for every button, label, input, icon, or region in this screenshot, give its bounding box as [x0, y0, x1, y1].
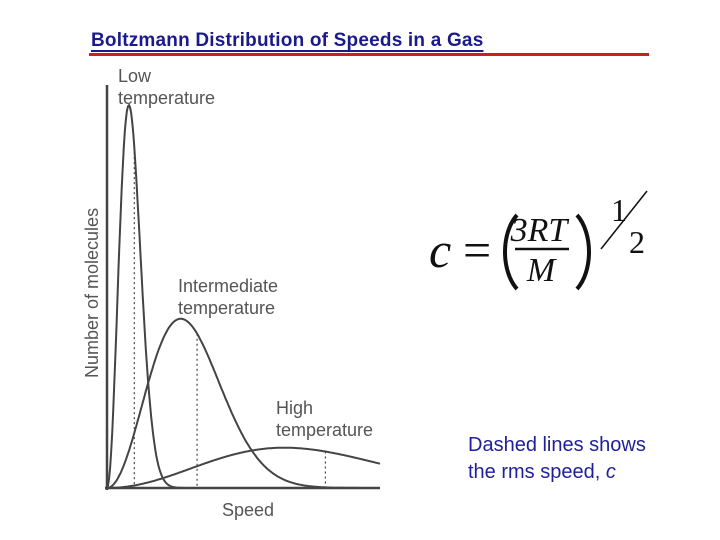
rms-note: Dashed lines shows the rms speed, c [468, 432, 708, 486]
label-intermediate-temperature-line1: Intermediate [178, 276, 278, 296]
chart-labels: LowtemperatureIntermediatetemperatureHig… [82, 66, 373, 520]
x-axis-label: Speed [222, 500, 274, 520]
curve-high-temperature [107, 446, 381, 489]
rms-note-text: the rms speed, [468, 461, 606, 483]
curve-intermediate-temperature [106, 317, 380, 489]
formula-exponent-slash [600, 190, 648, 250]
formula-right-paren [575, 213, 591, 291]
rms-note-line1: Dashed lines shows [468, 434, 646, 456]
title-underline-rule [89, 53, 649, 56]
formula-equals: = [463, 222, 491, 278]
formula-denominator: M [526, 252, 557, 289]
formula-exponent-denominator: 2 [629, 224, 645, 260]
label-intermediate-temperature-line2: temperature [178, 298, 275, 318]
label-low-temperature-line2: temperature [118, 88, 215, 108]
rms-speed-dashed-lines [133, 147, 326, 488]
formula-numerator: 3RT [510, 212, 570, 249]
distribution-curves [106, 103, 381, 489]
formula-left-paren [503, 213, 519, 291]
formula-lhs: c [429, 222, 451, 278]
label-high-temperature-line2: temperature [276, 420, 373, 440]
rms-speed-formula: c = 3RT M 1 2 [425, 185, 660, 295]
slide-title: Boltzmann Distribution of Speeds in a Ga… [91, 30, 484, 51]
formula-exponent-numerator: 1 [611, 192, 627, 228]
rms-note-variable: c [605, 461, 616, 483]
rms-note-line2: the rms speed, c [468, 459, 708, 486]
y-axis-label: Number of molecules [82, 208, 102, 378]
label-low-temperature-line1: Low [118, 66, 152, 86]
label-high-temperature-line1: High [276, 398, 313, 418]
